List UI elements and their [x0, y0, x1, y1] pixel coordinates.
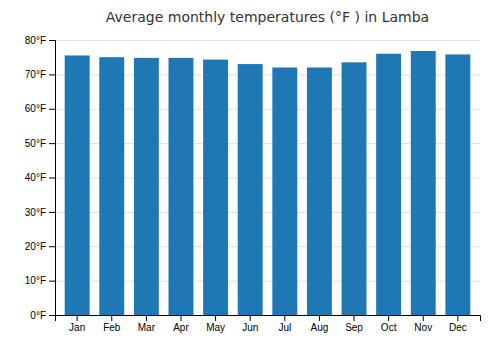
- x-tick: Mar: [138, 315, 156, 333]
- y-tick: 60°F: [25, 103, 55, 114]
- bar: [411, 51, 436, 315]
- y-tick-label: 60°F: [25, 103, 46, 114]
- x-tick: Feb: [103, 315, 121, 333]
- grid-tick: [55, 40, 480, 41]
- axis-line: [49, 41, 56, 316]
- bar: [307, 68, 332, 316]
- tick-mark: [388, 315, 389, 321]
- y-tick: 30°F: [25, 207, 55, 218]
- bar: [203, 60, 228, 315]
- y-tick-label: 70°F: [25, 69, 46, 80]
- x-tick-label: Sep: [345, 322, 363, 333]
- y-tick-label: 0°F: [30, 310, 46, 321]
- tick-mark: [111, 315, 112, 321]
- bar: [99, 57, 124, 315]
- tick-mark: [180, 315, 181, 321]
- y-tick: 70°F: [25, 69, 55, 80]
- tick-mark: [250, 315, 251, 321]
- x-tick: Nov: [414, 315, 432, 333]
- grid-line: [55, 40, 480, 41]
- chart: Jan Feb Mar Apr May Jun Jul Aug Sep Oct Nov Dec 0°F 1…: [0, 0, 500, 350]
- tick-mark: [215, 315, 216, 321]
- x-tick-label: Dec: [449, 322, 467, 333]
- tick-mark: [49, 315, 55, 316]
- tick-mark: [49, 109, 55, 110]
- x-tick-label: Jun: [242, 322, 258, 333]
- bar: [169, 58, 194, 315]
- y-tick: 20°F: [25, 241, 55, 252]
- tick-mark: [49, 143, 55, 144]
- x-tick: Oct: [381, 315, 397, 333]
- x-tick: May: [206, 315, 225, 333]
- tick-mark: [146, 315, 147, 321]
- x-tick-label: Oct: [381, 322, 397, 333]
- x-tick: Jul: [278, 315, 291, 333]
- y-tick: 10°F: [25, 275, 55, 286]
- x-tick-label: May: [206, 322, 225, 333]
- grid: [55, 41, 480, 316]
- x-axis: Jan Feb Mar Apr May Jun Jul Aug Sep Oct Nov Dec: [56, 315, 481, 333]
- bar: [445, 54, 470, 315]
- tick-mark: [49, 40, 55, 41]
- tick-mark: [457, 315, 458, 321]
- x-tick: Apr: [173, 315, 189, 333]
- y-tick-label: 30°F: [25, 207, 46, 218]
- y-tick: 50°F: [25, 138, 55, 149]
- tick-mark: [284, 315, 285, 321]
- y-tick-label: 40°F: [25, 172, 46, 183]
- plot: Jan Feb Mar Apr May Jun Jul Aug Sep Oct Nov Dec 0°F 1…: [25, 35, 481, 333]
- bar: [272, 68, 297, 316]
- y-axis: 0°F 10°F 20°F 30°F 40°F 50°F 60°F 70°F 80°F: [25, 35, 56, 321]
- tick-mark: [49, 212, 55, 213]
- x-tick-label: Nov: [414, 322, 432, 333]
- bar: [65, 55, 90, 315]
- x-tick-label: Jan: [69, 322, 85, 333]
- tick-mark: [354, 315, 355, 321]
- tick-mark: [49, 74, 55, 75]
- tick-mark: [319, 315, 320, 321]
- bar: [134, 58, 159, 315]
- x-tick-label: Jul: [278, 322, 291, 333]
- bar: [342, 62, 367, 315]
- bar: [238, 64, 263, 315]
- bars: [65, 51, 471, 315]
- y-tick: 80°F: [25, 35, 55, 46]
- x-tick-label: Apr: [173, 322, 189, 333]
- y-tick: 0°F: [30, 310, 55, 321]
- x-tick: Sep: [345, 315, 363, 333]
- y-tick: 40°F: [25, 172, 55, 183]
- x-tick: Dec: [449, 315, 467, 333]
- y-tick-label: 80°F: [25, 35, 46, 46]
- bar: [376, 54, 401, 315]
- x-tick: Jan: [69, 315, 85, 333]
- x-tick: Aug: [311, 315, 329, 333]
- x-tick-label: Feb: [103, 322, 121, 333]
- axis-line: [56, 316, 481, 322]
- tick-mark: [49, 246, 55, 247]
- title: Average monthly temperatures (°F ) in La…: [106, 9, 429, 25]
- x-tick-label: Mar: [138, 322, 156, 333]
- tick-mark: [49, 178, 55, 179]
- y-tick-label: 50°F: [25, 138, 46, 149]
- y-tick-label: 20°F: [25, 241, 46, 252]
- tick-mark: [423, 315, 424, 321]
- y-tick-label: 10°F: [25, 275, 46, 286]
- tick-mark: [77, 315, 78, 321]
- x-tick: Jun: [242, 315, 258, 333]
- x-tick-label: Aug: [311, 322, 329, 333]
- tick-mark: [49, 281, 55, 282]
